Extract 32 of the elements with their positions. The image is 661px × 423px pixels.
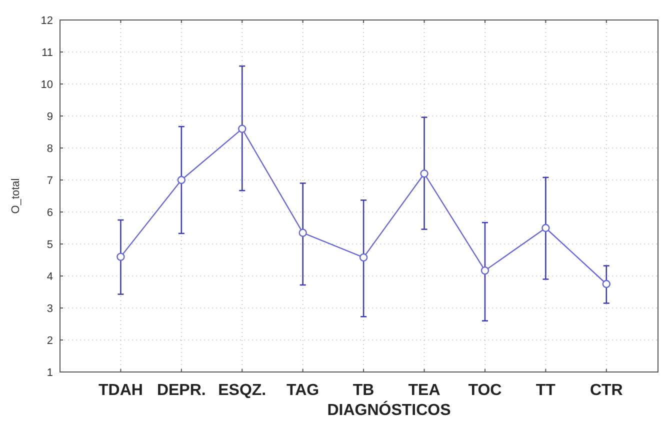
y-tick-label: 12 bbox=[40, 14, 53, 27]
y-tick-label: 9 bbox=[46, 110, 53, 123]
x-tick-label: CTR bbox=[590, 382, 624, 399]
y-tick-label: 8 bbox=[46, 142, 53, 155]
y-tick-label: 4 bbox=[46, 270, 53, 283]
x-tick-label: TT bbox=[536, 382, 556, 399]
point bbox=[420, 170, 428, 178]
x-axis-title: DIAGNÓSTICOS bbox=[327, 400, 452, 419]
point bbox=[177, 176, 186, 184]
y-axis-title: O_total bbox=[10, 178, 22, 214]
y-tick-label: 1 bbox=[46, 366, 53, 379]
x-tick-label: DEPR. bbox=[156, 382, 206, 399]
point bbox=[542, 224, 550, 232]
point bbox=[116, 252, 125, 261]
point bbox=[480, 266, 490, 275]
x-tick-label: TAG bbox=[286, 382, 320, 399]
point bbox=[238, 124, 246, 133]
point bbox=[602, 280, 610, 288]
x-tick-label: TDAH bbox=[98, 382, 143, 399]
y-tick-label: 2 bbox=[46, 334, 53, 347]
x-tick-label: TEA bbox=[408, 382, 441, 399]
x-tick-label: TB bbox=[352, 382, 374, 399]
y-tick-label: 3 bbox=[46, 302, 53, 315]
y-tick-label: 7 bbox=[46, 174, 53, 187]
point bbox=[298, 228, 307, 237]
point bbox=[359, 253, 368, 262]
x-tick-label: ESQZ. bbox=[218, 382, 266, 399]
y-tick-label: 6 bbox=[46, 206, 53, 219]
x-tick-label: TOC bbox=[468, 382, 502, 399]
y-tick-label: 5 bbox=[46, 238, 53, 251]
y-tick-label: 10 bbox=[40, 78, 53, 91]
y-tick-label: 11 bbox=[42, 46, 53, 59]
